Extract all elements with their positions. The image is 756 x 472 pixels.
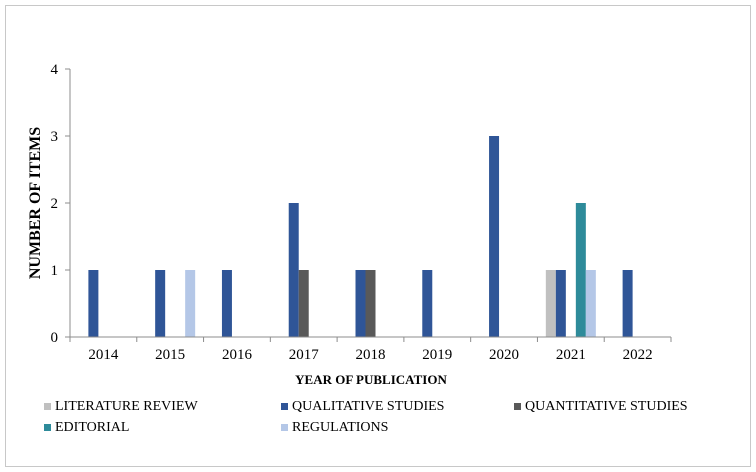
- x-axis-title: YEAR OF PUBLICATION: [295, 372, 447, 387]
- bar-editorial-2021: [575, 203, 586, 337]
- bar-quantitative-studies-2018: [365, 270, 376, 337]
- x-tick-label: 2021: [556, 347, 586, 363]
- x-tick-label: 2018: [356, 347, 386, 363]
- y-tick-label: 3: [51, 129, 59, 145]
- y-tick-label: 0: [51, 330, 59, 346]
- bar-qualitative-studies-2018: [355, 270, 366, 337]
- axes: [69, 69, 671, 338]
- legend-label-editorial: EDITORIAL: [55, 420, 129, 435]
- x-tick-label: 2017: [289, 347, 320, 363]
- bar-qualitative-studies-2019: [422, 270, 433, 337]
- y-tick-label: 4: [51, 62, 59, 78]
- legend-label-qualitative-studies: QUALITATIVE STUDIES: [292, 399, 444, 414]
- bar-literature-review-2021: [545, 270, 556, 337]
- bar-qualitative-studies-2017: [288, 203, 299, 337]
- bar-qualitative-studies-2021: [555, 270, 566, 337]
- x-tick-label: 2022: [623, 347, 653, 363]
- y-tick-label: 2: [51, 196, 59, 212]
- legend-label-quantitative-studies: QUANTITATIVE STUDIES: [525, 399, 688, 414]
- bar-quantitative-studies-2017: [298, 270, 309, 337]
- legend-swatch-regulations: [281, 424, 288, 431]
- legend: LITERATURE REVIEW QUALITATIVE STUDIES QUAN…: [44, 399, 688, 435]
- chart-frame: [5, 5, 751, 467]
- legend-swatch-quantitative-studies: [514, 403, 521, 410]
- x-tick-label: 2016: [222, 347, 253, 363]
- bar-qualitative-studies-2015: [155, 270, 166, 337]
- bar-regulations-2015: [185, 270, 196, 337]
- bar-regulations-2021: [585, 270, 596, 337]
- legend-label-literature-review: LITERATURE REVIEW: [55, 399, 198, 414]
- y-axis-ticks: 0 1 2 3 4: [51, 62, 70, 346]
- legend-label-regulations: REGULATIONS: [292, 420, 388, 435]
- bar-qualitative-studies-2020: [489, 136, 500, 337]
- bar-qualitative-studies-2016: [221, 270, 232, 337]
- bars: [88, 136, 633, 337]
- y-axis-title: NUMBER OF ITEMS: [27, 127, 44, 279]
- legend-swatch-qualitative-studies: [281, 403, 288, 410]
- legend-swatch-editorial: [44, 424, 51, 431]
- x-tick-label: 2015: [155, 347, 185, 363]
- x-tick-label: 2014: [88, 347, 119, 363]
- x-tick-label: 2020: [489, 347, 519, 363]
- legend-swatch-literature-review: [44, 403, 51, 410]
- bar-qualitative-studies-2014: [88, 270, 99, 337]
- bar-qualitative-studies-2022: [622, 270, 633, 337]
- y-tick-label: 1: [51, 263, 59, 279]
- x-axis-ticks: 2014 2015 2016 2017 2018 2019 2020 2021 2022: [69, 337, 672, 363]
- x-tick-label: 2019: [422, 347, 452, 363]
